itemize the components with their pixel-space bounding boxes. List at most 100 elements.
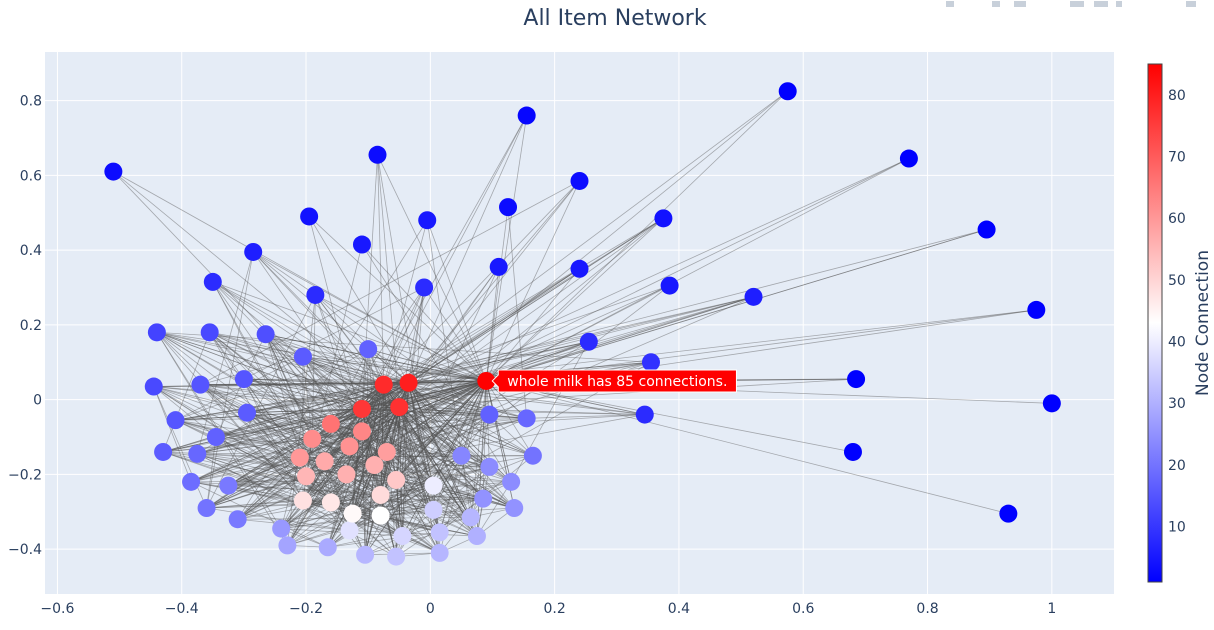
plotly-logo-icon[interactable] bbox=[1186, 1, 1196, 7]
network-node[interactable] bbox=[999, 504, 1018, 523]
network-node[interactable] bbox=[200, 323, 219, 342]
network-node[interactable] bbox=[147, 323, 166, 342]
network-node[interactable] bbox=[387, 470, 406, 489]
edge bbox=[305, 414, 645, 477]
network-node[interactable] bbox=[340, 521, 359, 540]
network-node[interactable] bbox=[272, 519, 291, 538]
network-node[interactable] bbox=[297, 467, 316, 486]
network-node[interactable] bbox=[505, 499, 524, 518]
network-node[interactable] bbox=[144, 377, 163, 396]
network-node[interactable] bbox=[206, 428, 225, 447]
network-node[interactable] bbox=[641, 353, 660, 372]
network-node[interactable] bbox=[430, 543, 449, 562]
network-node[interactable] bbox=[374, 375, 393, 394]
network-node[interactable] bbox=[104, 162, 123, 181]
network-node[interactable] bbox=[352, 422, 371, 441]
network-node[interactable] bbox=[191, 375, 210, 394]
network-node[interactable] bbox=[219, 476, 238, 495]
network-node[interactable] bbox=[415, 278, 434, 297]
network-node[interactable] bbox=[843, 442, 862, 461]
network-node[interactable] bbox=[343, 504, 362, 523]
network-node[interactable] bbox=[182, 472, 201, 491]
network-node[interactable] bbox=[452, 446, 471, 465]
network-node[interactable] bbox=[337, 465, 356, 484]
autoscale-icon[interactable] bbox=[1116, 1, 1122, 7]
network-node[interactable] bbox=[368, 145, 387, 164]
network-node[interactable] bbox=[977, 220, 996, 239]
network-node[interactable] bbox=[290, 448, 309, 467]
network-node[interactable] bbox=[340, 437, 359, 456]
network-node[interactable] bbox=[517, 106, 536, 125]
network-node[interactable] bbox=[778, 82, 797, 101]
network-node[interactable] bbox=[579, 332, 598, 351]
network-node[interactable] bbox=[256, 325, 275, 344]
edge bbox=[383, 384, 645, 415]
network-node[interactable] bbox=[744, 287, 763, 306]
network-node[interactable] bbox=[371, 485, 390, 504]
network-node[interactable] bbox=[474, 489, 493, 508]
network-node[interactable] bbox=[203, 272, 222, 291]
network-node[interactable] bbox=[480, 457, 499, 476]
network-node[interactable] bbox=[234, 370, 253, 389]
network-node[interactable] bbox=[660, 276, 679, 295]
plot-modebar[interactable] bbox=[944, 0, 1214, 8]
network-node[interactable] bbox=[356, 545, 375, 564]
edge bbox=[228, 479, 397, 486]
network-node[interactable] bbox=[477, 371, 496, 390]
pan-icon[interactable] bbox=[1014, 1, 1026, 7]
network-node[interactable] bbox=[502, 472, 521, 491]
network-node[interactable] bbox=[418, 211, 437, 230]
network-node[interactable] bbox=[399, 373, 418, 392]
network-node[interactable] bbox=[197, 499, 216, 518]
network-node[interactable] bbox=[188, 444, 207, 463]
network-node[interactable] bbox=[306, 285, 325, 304]
network-node[interactable] bbox=[352, 399, 371, 418]
network-node[interactable] bbox=[635, 405, 654, 424]
network-node[interactable] bbox=[570, 259, 589, 278]
network-node[interactable] bbox=[300, 207, 319, 226]
network-node[interactable] bbox=[154, 442, 173, 461]
camera-icon[interactable] bbox=[946, 1, 954, 7]
network-node[interactable] bbox=[365, 456, 384, 475]
network-node[interactable] bbox=[237, 403, 256, 422]
network-node[interactable] bbox=[166, 411, 185, 430]
network-node[interactable] bbox=[1042, 394, 1061, 413]
network-node[interactable] bbox=[303, 429, 322, 448]
network-node[interactable] bbox=[228, 510, 247, 529]
network-node[interactable] bbox=[847, 370, 866, 389]
network-node[interactable] bbox=[390, 398, 409, 417]
network-node[interactable] bbox=[321, 493, 340, 512]
network-node[interactable] bbox=[321, 414, 340, 433]
network-node[interactable] bbox=[1027, 300, 1046, 319]
network-node[interactable] bbox=[244, 242, 263, 261]
network-node[interactable] bbox=[430, 523, 449, 542]
network-node[interactable] bbox=[278, 536, 297, 555]
network-node[interactable] bbox=[461, 508, 480, 527]
network-node[interactable] bbox=[393, 527, 412, 546]
network-node[interactable] bbox=[293, 491, 312, 510]
network-node[interactable] bbox=[424, 476, 443, 495]
network-node[interactable] bbox=[377, 442, 396, 461]
network-node[interactable] bbox=[293, 347, 312, 366]
network-node[interactable] bbox=[352, 235, 371, 254]
network-node[interactable] bbox=[489, 257, 508, 276]
network-node[interactable] bbox=[467, 527, 486, 546]
network-node[interactable] bbox=[570, 171, 589, 190]
network-node[interactable] bbox=[315, 452, 334, 471]
edge bbox=[302, 356, 363, 410]
network-node[interactable] bbox=[480, 405, 499, 424]
network-node[interactable] bbox=[517, 409, 536, 428]
network-node[interactable] bbox=[899, 149, 918, 168]
network-node[interactable] bbox=[371, 506, 390, 525]
network-node[interactable] bbox=[523, 446, 542, 465]
edge bbox=[377, 154, 487, 382]
zoom-out-icon[interactable] bbox=[1094, 1, 1108, 7]
network-node[interactable] bbox=[499, 198, 518, 217]
network-node[interactable] bbox=[654, 209, 673, 228]
network-node[interactable] bbox=[424, 500, 443, 519]
zoom-in-icon[interactable] bbox=[1070, 1, 1084, 7]
zoom-icon[interactable] bbox=[992, 1, 1000, 7]
network-node[interactable] bbox=[359, 340, 378, 359]
network-node[interactable] bbox=[387, 547, 406, 566]
network-node[interactable] bbox=[318, 538, 337, 557]
